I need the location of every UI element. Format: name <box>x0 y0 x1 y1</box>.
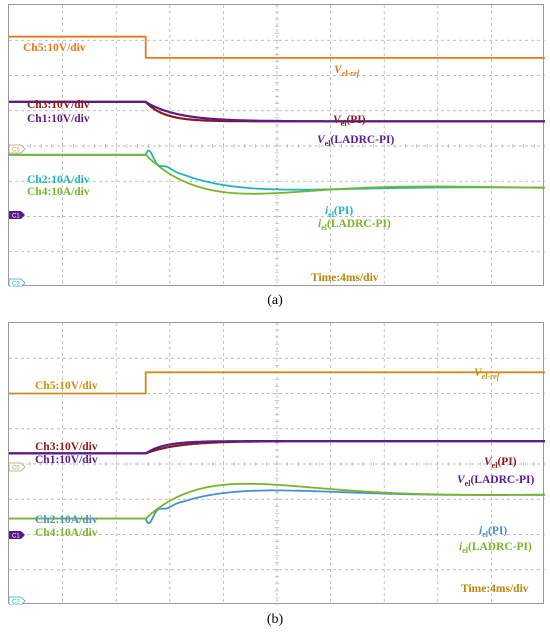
svg-text:C5: C5 <box>12 148 20 154</box>
scope-plot-b: Ch5:10V/div Ch3:10V/div Ch1:10V/div Ch2:… <box>9 323 545 605</box>
ch3-label: Ch3:10V/div <box>35 441 98 453</box>
ch3-label: Ch3:10V/div <box>27 99 90 111</box>
svg-text:C2: C2 <box>12 282 20 288</box>
svg-text:C2: C2 <box>12 600 20 606</box>
vref-annotation: Vel-ref <box>474 367 501 381</box>
i-ladrc-annotation: iel(LADRC-PI) <box>459 541 532 555</box>
trace-ch1 <box>9 100 545 123</box>
oscilloscope-panel-a: Ch5:10V/div Ch3:10V/div Ch1:10V/div Ch2:… <box>8 4 545 287</box>
traces-a <box>9 35 545 195</box>
c2-marker: C2 <box>9 596 26 606</box>
time-scale-label: Time:4ms/div <box>461 583 529 595</box>
ch2-label: Ch2:10A/div <box>27 174 90 186</box>
traces-b <box>9 371 545 525</box>
c1-marker: C1 <box>9 531 25 540</box>
ch5-label: Ch5:10V/div <box>23 42 86 54</box>
trace-ch5 <box>9 35 545 59</box>
trace-ch1 <box>9 440 545 455</box>
v-pi-annotation: Vel(PI) <box>333 114 366 128</box>
ch2-label: Ch2:10A/div <box>35 514 98 526</box>
caption-a: (a) <box>267 293 283 308</box>
oscilloscope-panel-b: Ch5:10V/div Ch3:10V/div Ch1:10V/div Ch2:… <box>8 322 545 605</box>
ch1-label: Ch1:10V/div <box>27 113 90 125</box>
ch1-label: Ch1:10V/div <box>35 454 98 466</box>
svg-text:C1: C1 <box>12 534 20 540</box>
grid-b <box>9 323 545 605</box>
time-scale-label: Time:4ms/div <box>311 272 379 284</box>
c2-marker: C2 <box>9 278 26 288</box>
caption-b: (b) <box>266 612 284 627</box>
ch5-label: Ch5:10V/div <box>35 380 98 392</box>
ch4-label: Ch4:10A/div <box>35 527 98 539</box>
trace-ch5 <box>9 371 545 395</box>
c5-marker: C5 <box>9 144 26 154</box>
c5-marker: C5 <box>9 462 26 472</box>
i-pi-annotation: iel(PI) <box>479 525 507 539</box>
grid-a <box>9 5 545 287</box>
trace-ch4 <box>9 153 545 195</box>
scope-plot-a: Ch5:10V/div Ch3:10V/div Ch1:10V/div Ch2:… <box>9 5 545 287</box>
svg-text:C5: C5 <box>12 466 20 472</box>
vref-annotation: Vel-ref <box>334 64 361 78</box>
v-ladrc-annotation: Vel(LADRC-PI) <box>457 474 535 488</box>
v-pi-annotation: Vel(PI) <box>484 456 517 470</box>
v-ladrc-annotation: Vel(LADRC-PI) <box>317 134 395 148</box>
trace-ch4 <box>9 482 545 520</box>
i-pi-annotation: iel(PI) <box>325 205 353 219</box>
c1-marker: C1 <box>9 211 25 220</box>
i-ladrc-annotation: iel(LADRC-PI) <box>318 218 391 232</box>
ch4-label: Ch4:10A/div <box>27 186 90 198</box>
svg-text:C1: C1 <box>12 214 20 220</box>
